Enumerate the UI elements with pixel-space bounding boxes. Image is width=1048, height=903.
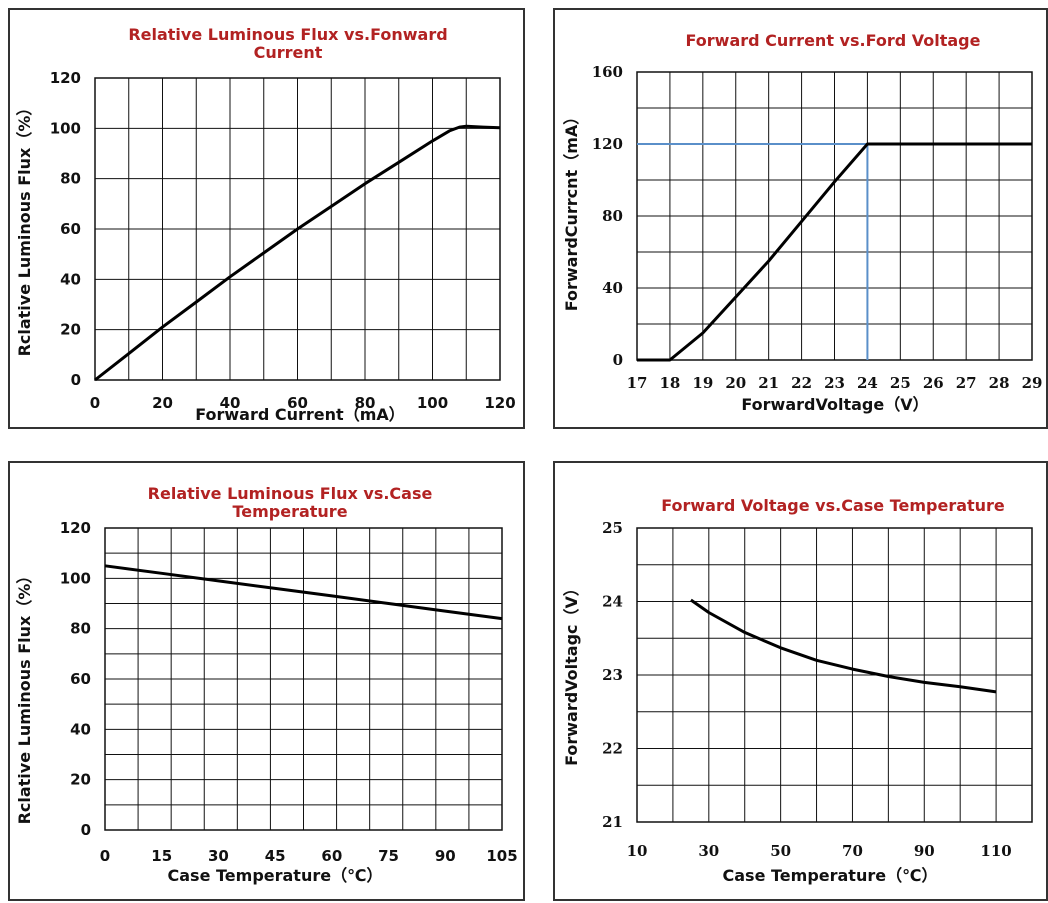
y-tick-label: 40 [60,270,81,288]
x-tick-label: 19 [692,374,713,392]
y-tick-label: 21 [602,813,623,831]
y-axis-label: Rclative Luminous Flux（%） [15,568,34,825]
y-tick-label: 60 [60,220,81,238]
series-line [637,142,1032,362]
x-tick-label: 25 [890,374,911,392]
x-tick-label: 60 [321,847,342,865]
chart-title: Temperature [232,502,347,521]
y-axis-label: ForwardVoltagc（V） [562,580,581,766]
x-tick-label: 120 [484,394,515,412]
y-tick-label: 100 [60,569,91,587]
x-tick-label: 20 [152,394,173,412]
x-tick-label: 28 [989,374,1010,392]
y-tick-label: 0 [613,351,623,369]
x-tick-label: 20 [725,374,746,392]
y-tick-label: 80 [70,620,91,638]
y-tick-label: 40 [602,279,623,297]
x-tick-label: 15 [151,847,172,865]
x-axis-label: Case Temperature（℃） [168,866,383,885]
x-tick-label: 0 [90,394,100,412]
y-tick-label: 80 [60,170,81,188]
x-tick-label: 90 [435,847,456,865]
y-tick-label: 120 [592,135,623,153]
x-axis-label: ForwardVoltage（V） [741,395,928,414]
chart-svg: Relative Luminous Flux vs.CaseTemperatur… [15,484,518,885]
x-tick-label: 40 [220,394,241,412]
y-tick-label: 120 [60,519,91,537]
plot-area [636,527,1033,823]
x-tick-label: 80 [355,394,376,412]
y-tick-label: 0 [71,371,81,389]
chart-panel-voltage-vs-temperature: Forward Voltage vs.Case Temperature 10 30 5… [553,461,1048,901]
y-tick-label: 24 [602,593,623,611]
x-tick-label: 10 [627,842,648,860]
x-axis-label: Case Temperature（℃） [723,866,938,885]
y-tick-label: 22 [602,740,623,758]
chart-panel-flux-vs-current: Relative Luminous Flux vs.Fonward Current… [8,8,525,429]
y-tick-label: 60 [70,670,91,688]
plot-area [104,527,503,831]
x-tick-label: 70 [842,842,863,860]
y-tick-label: 80 [602,207,623,225]
y-axis-label: ForwardCurrcnt（mA） [562,109,581,312]
x-tick-label: 110 [980,842,1011,860]
x-tick-label: 50 [770,842,791,860]
chart-svg: Relative Luminous Flux vs.FonwardCurrent… [15,25,516,424]
x-tick-label: 21 [758,374,779,392]
x-tick-label: 24 [857,374,878,392]
x-tick-label: 30 [698,842,719,860]
chart-panel-flux-vs-temperature: Relative Luminous Flux vs.Case Temperatur… [8,461,525,901]
x-tick-label: 75 [378,847,399,865]
series-line [94,124,501,382]
x-tick-label: 23 [824,374,845,392]
x-tick-label: 27 [956,374,977,392]
chart-svg: Forward Current vs.Ford Voltage 17 18 19 20 2… [562,31,1043,414]
plot-area [94,77,501,381]
y-tick-label: 20 [60,321,81,339]
x-tick-label: 22 [791,374,812,392]
y-tick-label: 100 [50,119,81,137]
y-tick-label: 25 [602,519,623,537]
x-tick-label: 60 [287,394,308,412]
y-tick-label: 20 [70,771,91,789]
plot-area [636,71,1033,361]
x-tick-label: 105 [486,847,517,865]
series-line [690,598,997,694]
y-tick-label: 40 [70,720,91,738]
x-tick-label: 45 [265,847,286,865]
chart-title: Forward Voltage vs.Case Temperature [661,496,1005,515]
y-axis-label: Rclative Luminous Flux（%） [15,100,34,357]
chart-title: Current [254,43,323,62]
x-tick-label: 0 [100,847,110,865]
x-tick-label: 30 [208,847,229,865]
chart-panel-current-vs-voltage: Forward Current vs.Ford Voltage 17 18 19 20 2… [553,8,1048,429]
chart-svg: Forward Voltage vs.Case Temperature 10 30 5… [562,496,1033,885]
series-line [104,564,503,621]
y-tick-label: 23 [602,666,623,684]
chart-title: Relative Luminous Flux vs.Fonward [128,25,447,44]
x-tick-label: 100 [417,394,448,412]
x-tick-label: 17 [627,374,648,392]
y-tick-label: 0 [81,821,91,839]
x-tick-label: 90 [914,842,935,860]
x-tick-label: 29 [1022,374,1043,392]
y-tick-label: 120 [50,69,81,87]
chart-title: Forward Current vs.Ford Voltage [686,31,981,50]
chart-title: Relative Luminous Flux vs.Case [148,484,433,503]
x-tick-label: 26 [923,374,944,392]
x-tick-label: 18 [659,374,680,392]
y-tick-label: 160 [592,63,623,81]
x-axis-label: Forward Current（mA） [195,405,405,424]
